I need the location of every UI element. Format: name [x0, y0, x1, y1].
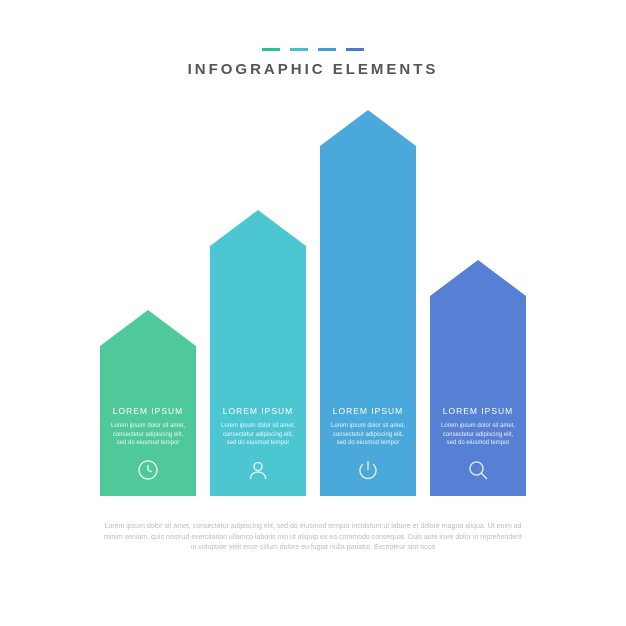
header-dashes — [262, 48, 364, 51]
arrow-body: LOREM IPSUM Lorem ipsum dolor sit amet, c… — [100, 346, 196, 496]
arrow-tip — [320, 110, 416, 146]
column-heading: LOREM IPSUM — [113, 406, 184, 416]
arrow-column: LOREM IPSUM Lorem ipsum dolor sit amet, c… — [100, 310, 196, 496]
power-icon — [356, 458, 380, 482]
header-dash — [346, 48, 364, 51]
column-body-text: Lorem ipsum dolor sit amet, consectetur … — [330, 422, 406, 448]
clock-icon — [136, 458, 160, 482]
footer-text: Lorem ipsum dolor sit amet, consectetur … — [103, 522, 523, 554]
column-heading: LOREM IPSUM — [223, 406, 294, 416]
column-body-text: Lorem ipsum dolor sit amet, consectetur … — [220, 422, 296, 448]
arrow-body: LOREM IPSUM Lorem ipsum dolor sit amet, c… — [430, 296, 526, 496]
search-icon — [466, 458, 490, 482]
arrow-chart: LOREM IPSUM Lorem ipsum dolor sit amet, c… — [93, 96, 533, 496]
header-dash — [318, 48, 336, 51]
page-title: INFOGRAPHIC ELEMENTS — [188, 61, 439, 78]
column-heading: LOREM IPSUM — [333, 406, 404, 416]
arrow-tip — [100, 310, 196, 346]
arrow-body: LOREM IPSUM Lorem ipsum dolor sit amet, c… — [320, 146, 416, 496]
arrow-tip — [210, 210, 306, 246]
arrow-column: LOREM IPSUM Lorem ipsum dolor sit amet, c… — [210, 210, 306, 496]
header-dash — [262, 48, 280, 51]
arrow-column: LOREM IPSUM Lorem ipsum dolor sit amet, c… — [430, 260, 526, 496]
header-dash — [290, 48, 308, 51]
arrow-body: LOREM IPSUM Lorem ipsum dolor sit amet, c… — [210, 246, 306, 496]
user-icon — [246, 458, 270, 482]
column-body-text: Lorem ipsum dolor sit amet, consectetur … — [440, 422, 516, 448]
arrow-column: LOREM IPSUM Lorem ipsum dolor sit amet, c… — [320, 110, 416, 496]
column-body-text: Lorem ipsum dolor sit amet, consectetur … — [110, 422, 186, 448]
column-heading: LOREM IPSUM — [443, 406, 514, 416]
arrow-tip — [430, 260, 526, 296]
